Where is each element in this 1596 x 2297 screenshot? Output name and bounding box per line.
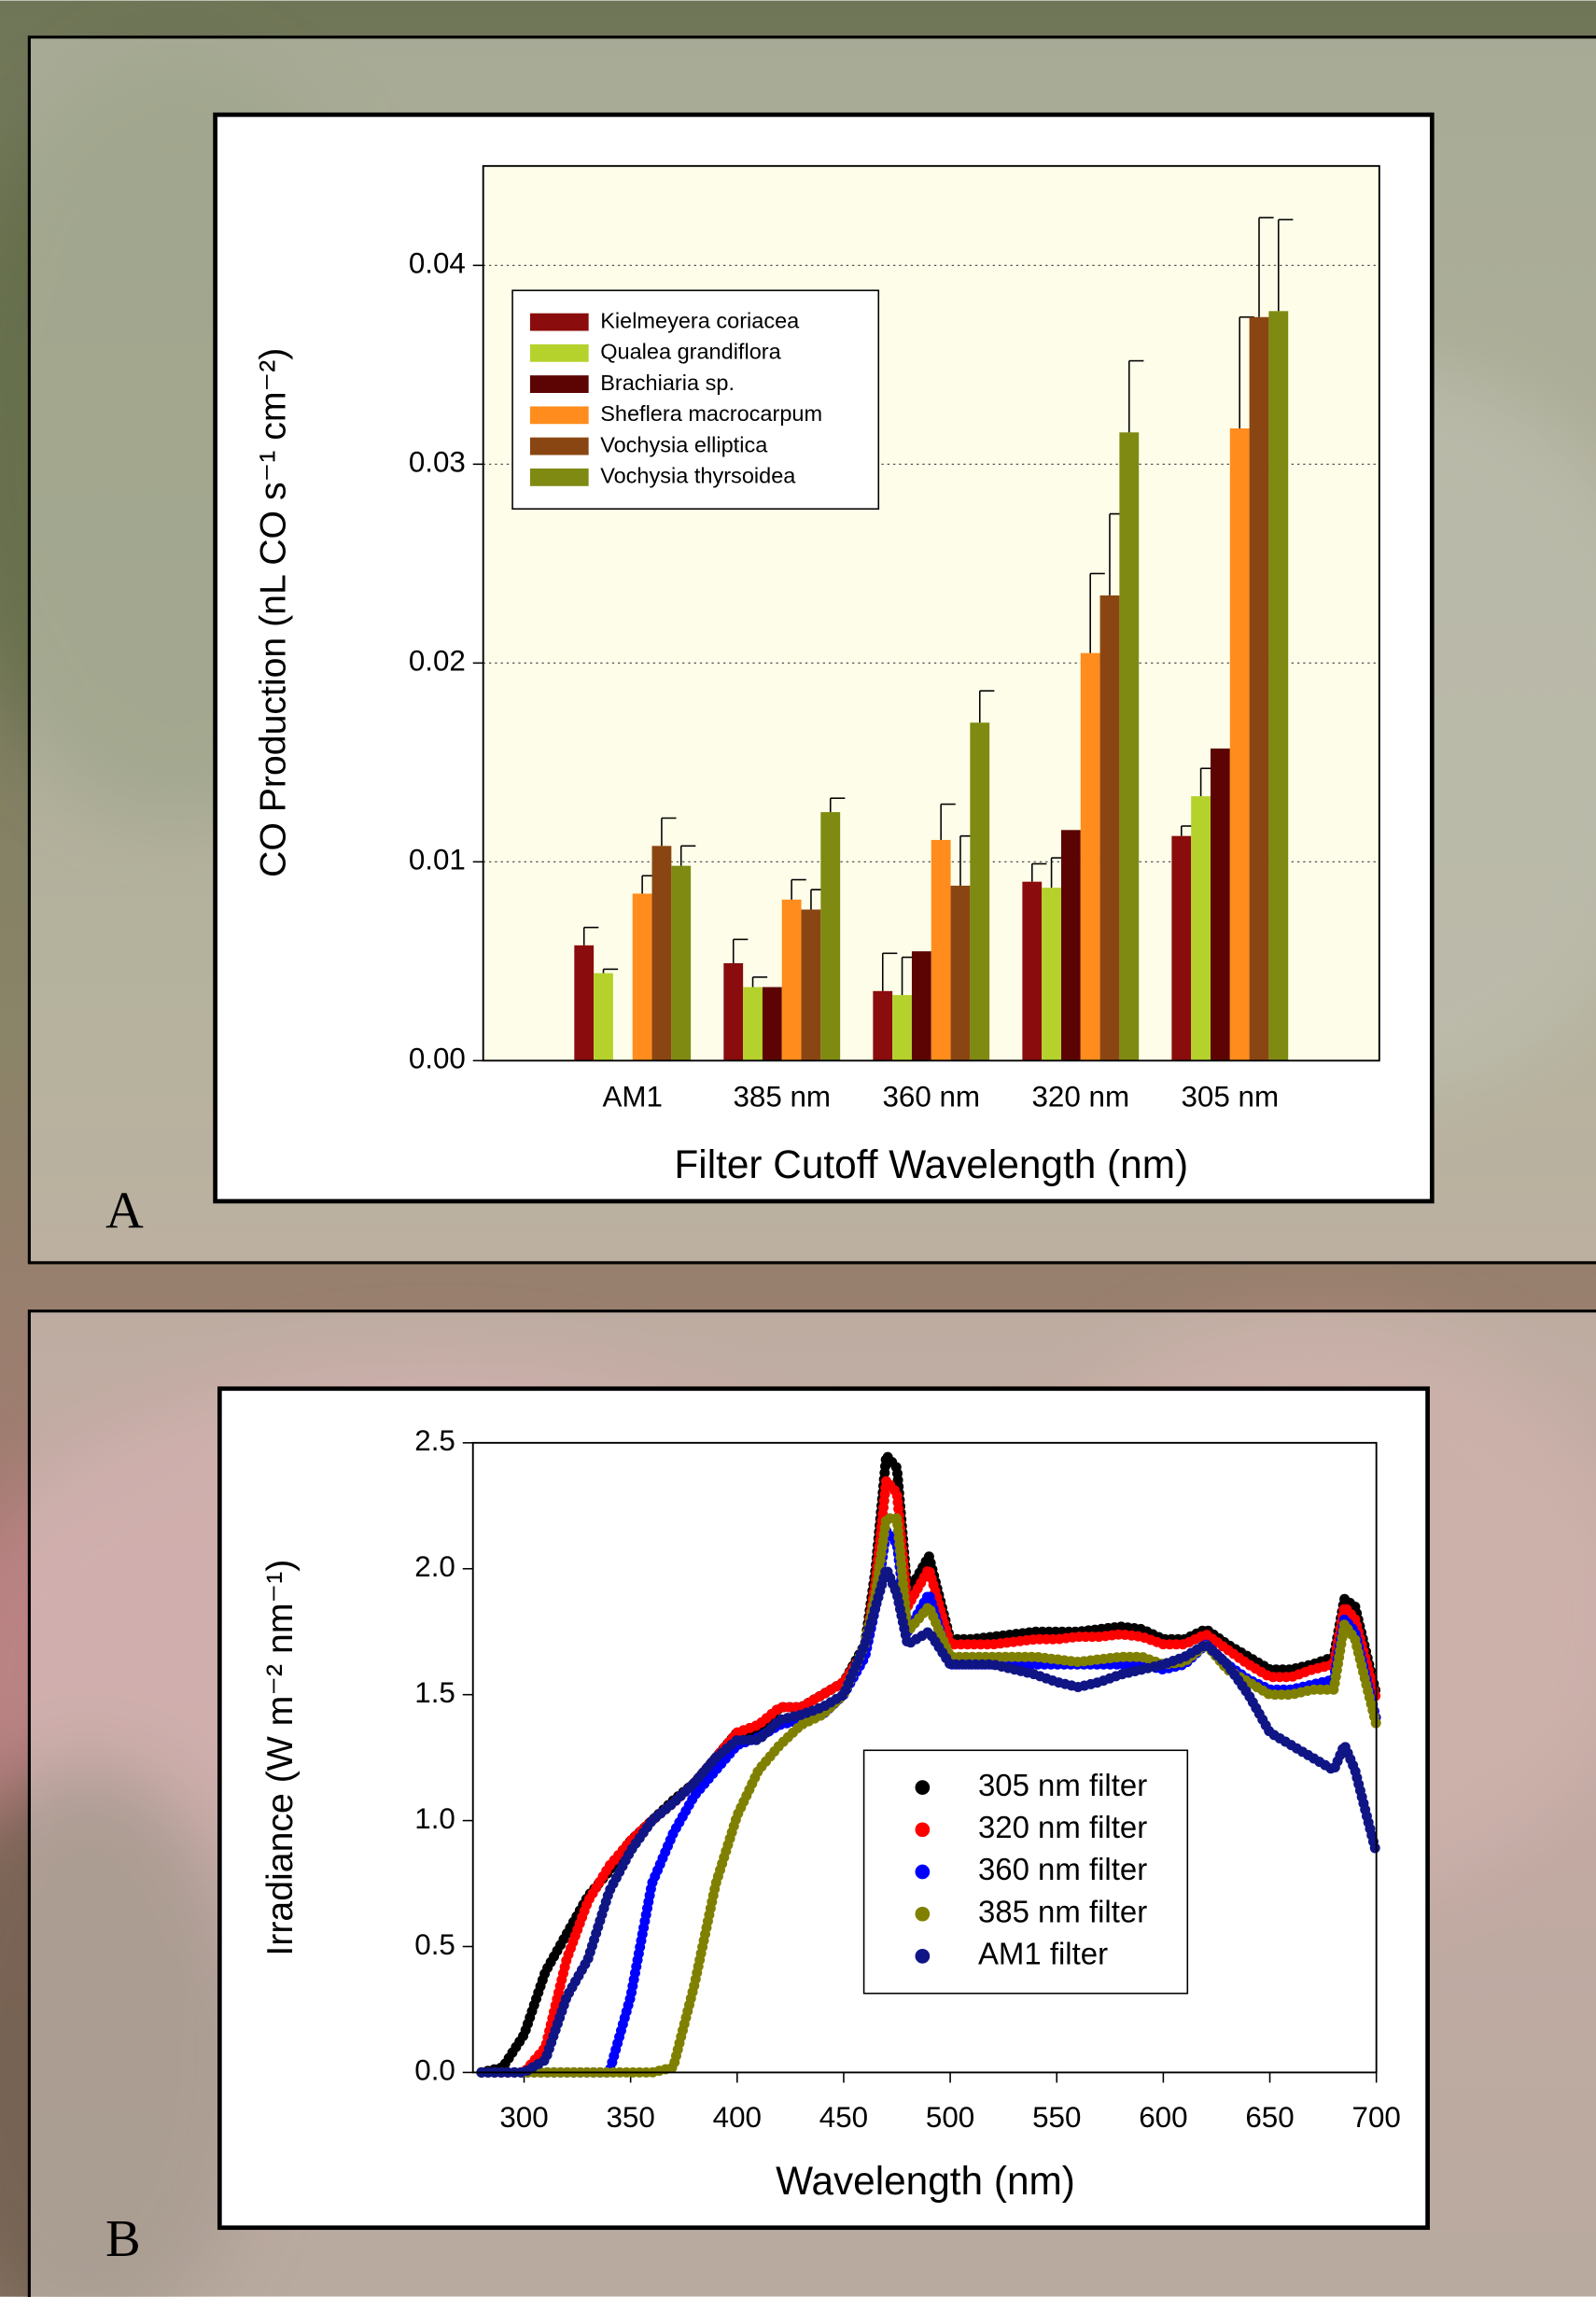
bar: [1119, 432, 1140, 1061]
y-tick-label: 2.5: [414, 1424, 455, 1457]
legend-marker: [915, 1864, 931, 1880]
x-tick-label: 360 nm: [882, 1080, 980, 1113]
legend-swatch: [529, 437, 589, 455]
panel-label: B: [105, 2210, 141, 2268]
bar: [1171, 835, 1192, 1061]
x-tick-label: 450: [819, 2101, 868, 2134]
y-tick-label: 0.00: [409, 1043, 466, 1075]
y-tick-label: 0.04: [409, 247, 466, 280]
bar: [1268, 311, 1289, 1061]
x-axis-title: Filter Cutoff Wavelength (nm): [674, 1142, 1188, 1186]
bar: [1210, 748, 1230, 1061]
legend-marker: [915, 1906, 931, 1922]
legend-label: 305 nm filter: [978, 1768, 1147, 1802]
legend-label: 360 nm filter: [978, 1852, 1147, 1886]
y-tick-label: 1.5: [414, 1676, 455, 1709]
x-tick-label: 650: [1245, 2101, 1294, 2134]
x-tick-label: AM1: [602, 1080, 662, 1113]
bar: [892, 995, 912, 1061]
bar: [1249, 316, 1269, 1061]
legend-label: AM1 filter: [978, 1937, 1108, 1971]
bar: [594, 973, 613, 1061]
y-tick-label: 0.01: [409, 844, 466, 876]
bar: [651, 846, 672, 1061]
legend-swatch: [529, 375, 589, 393]
bar: [1080, 652, 1100, 1061]
x-tick-label: 320 nm: [1031, 1080, 1129, 1113]
bar: [931, 839, 951, 1061]
legend-swatch: [529, 343, 589, 362]
legend-label: 320 nm filter: [978, 1810, 1147, 1844]
x-tick-label: 350: [606, 2101, 654, 2134]
bar: [970, 722, 990, 1061]
bar: [1022, 881, 1043, 1061]
bar: [1229, 428, 1250, 1061]
bar: [574, 945, 595, 1061]
x-tick-label: 305 nm: [1181, 1080, 1279, 1113]
x-tick-label: 400: [713, 2101, 762, 2134]
plot-border: [471, 1441, 1378, 2074]
legend-label: Vochysia elliptica: [600, 432, 768, 456]
x-tick-label: 300: [499, 2101, 548, 2134]
bar: [781, 899, 802, 1061]
bar: [950, 885, 971, 1061]
bar: [801, 909, 821, 1061]
x-axis-title: Wavelength (nm): [776, 2159, 1075, 2203]
bar: [820, 812, 841, 1061]
legend-swatch: [529, 468, 589, 486]
bar: [1099, 595, 1120, 1061]
bar: [1060, 830, 1081, 1061]
y-tick-label: 0.02: [409, 645, 466, 678]
x-tick-label: 500: [926, 2101, 974, 2134]
legend-label: Qualea grandiflora: [600, 340, 781, 364]
legend-label: Vochysia thyrsoidea: [600, 464, 796, 488]
bar: [762, 987, 782, 1061]
y-tick-label: 0.0: [414, 2054, 455, 2087]
legend-label: Brachiaria sp.: [600, 371, 735, 395]
plot-border: [482, 164, 1380, 1062]
x-tick-label: 700: [1352, 2101, 1401, 2134]
bar: [671, 865, 692, 1061]
legend-label: 385 nm filter: [978, 1894, 1147, 1928]
y-tick-label: 2.0: [414, 1550, 455, 1583]
y-axis-title: CO Production (nL CO s⁻¹ cm⁻²): [252, 348, 293, 877]
y-tick-label: 0.03: [409, 446, 466, 479]
panel-label: A: [105, 1183, 144, 1240]
legend-label: Sheflera macrocarpum: [600, 401, 822, 426]
bar: [723, 962, 744, 1061]
data-series: [476, 1563, 1382, 2078]
bar: [873, 990, 893, 1061]
bar: [911, 951, 931, 1061]
x-tick-label: 385 nm: [733, 1080, 831, 1113]
x-tick-label: 550: [1032, 2101, 1081, 2134]
y-tick-label: 0.5: [414, 1928, 455, 1961]
legend-swatch: [529, 406, 589, 425]
bar: [743, 987, 763, 1061]
bar: [1042, 888, 1061, 1061]
legend-marker: [915, 1822, 931, 1838]
legend-marker: [915, 1949, 931, 1964]
bar: [1191, 796, 1211, 1061]
legend-marker: [915, 1780, 931, 1795]
legend-label: Kielmeyera coriacea: [600, 308, 800, 332]
y-axis-title: Irradiance (W m⁻² nm⁻¹): [259, 1560, 301, 1956]
y-tick-label: 1.0: [414, 1802, 455, 1835]
x-tick-label: 600: [1139, 2101, 1187, 2134]
legend-swatch: [529, 313, 589, 331]
bar: [632, 893, 652, 1061]
